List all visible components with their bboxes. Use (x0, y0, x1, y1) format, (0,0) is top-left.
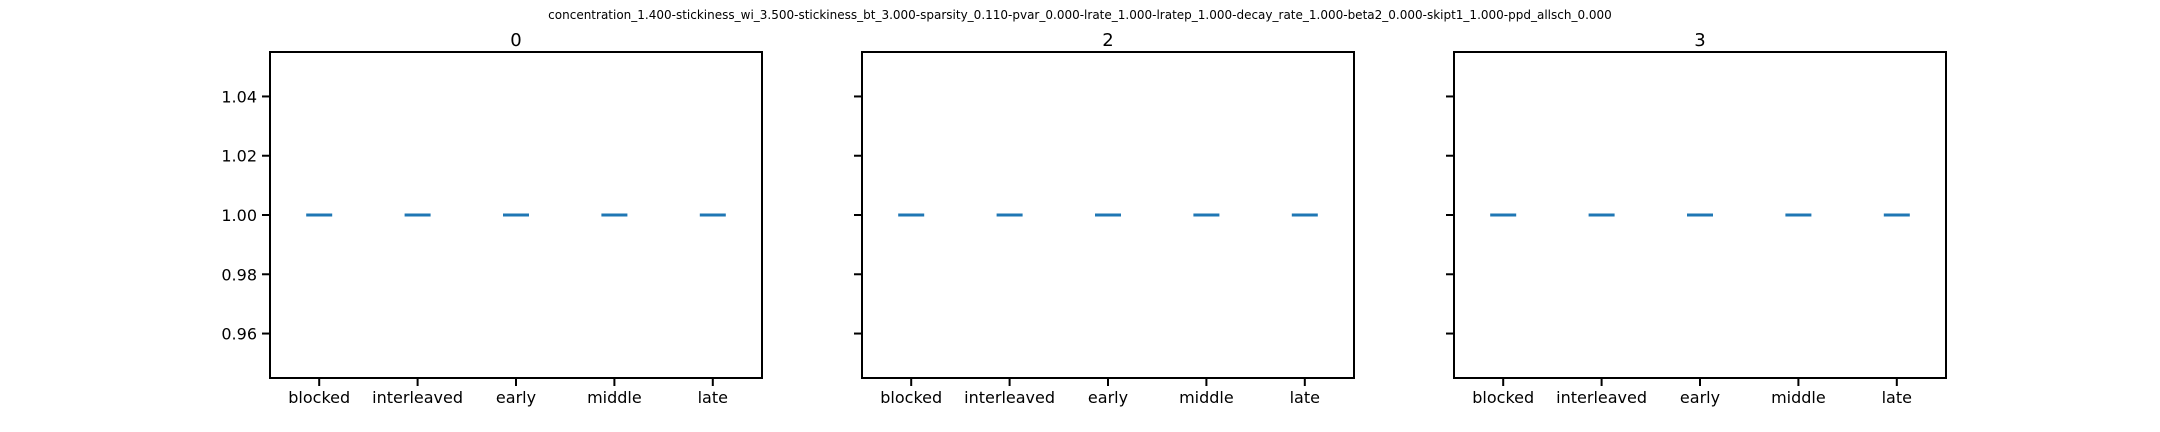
subplot-2: 2 blocked interleaved early middle late (854, 30, 1355, 407)
subplot-0: 0 0.96 0.98 1.00 1.02 1.04 blocked interleaved e… (221, 30, 763, 407)
xtick-label: early (1088, 388, 1128, 407)
subplot-title: 2 (1102, 30, 1113, 51)
xtick-label: blocked (880, 388, 942, 407)
xtick-label: middle (1771, 388, 1826, 407)
xtick-label: early (1680, 388, 1720, 407)
xtick-label: blocked (288, 388, 350, 407)
ytick-label: 0.96 (221, 325, 257, 344)
subplot-title: 3 (1694, 30, 1705, 51)
xtick-label: interleaved (1556, 388, 1647, 407)
xtick-label: late (1882, 388, 1912, 407)
xtick-label: early (496, 388, 536, 407)
xtick-label: middle (587, 388, 642, 407)
xtick-label: blocked (1472, 388, 1534, 407)
xtick-label: interleaved (964, 388, 1055, 407)
xtick-label: late (698, 388, 728, 407)
ytick-label: 1.02 (221, 147, 257, 166)
subplot-title: 0 (510, 30, 521, 51)
figure-title: concentration_1.400-stickiness_wi_3.500-… (548, 8, 1612, 22)
ytick-label: 1.04 (221, 87, 257, 106)
ytick-label: 1.00 (221, 206, 257, 225)
ytick-label: 0.98 (221, 265, 257, 284)
subplot-3: 3 blocked interleaved early middle late (1446, 30, 1947, 407)
xtick-label: interleaved (372, 388, 463, 407)
xtick-label: middle (1179, 388, 1234, 407)
xtick-label: late (1290, 388, 1320, 407)
